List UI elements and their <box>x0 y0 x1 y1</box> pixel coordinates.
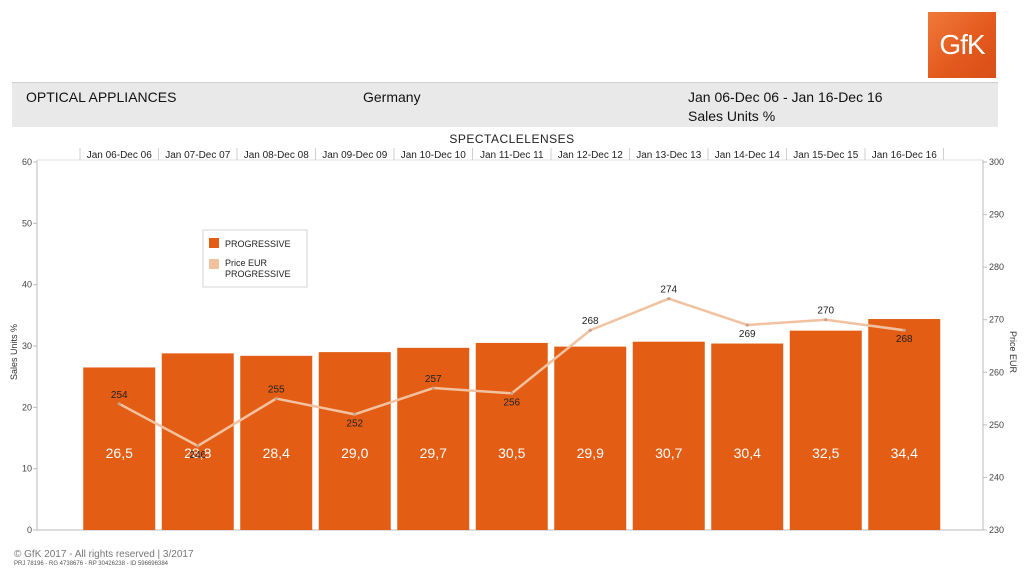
price-value-label: 256 <box>503 397 520 408</box>
y2-tick-label: 260 <box>989 367 1004 377</box>
price-value-label: 274 <box>660 285 677 296</box>
bar-value-label: 29,0 <box>341 445 368 461</box>
copyright: © GfK 2017 - All rights reserved | 3/201… <box>14 549 194 560</box>
price-point <box>510 391 514 395</box>
price-value-label: 246 <box>189 450 206 461</box>
y2-tick-label: 250 <box>989 420 1004 430</box>
bar <box>161 353 234 530</box>
bar-value-label: 32,5 <box>812 445 839 461</box>
price-point <box>196 444 200 448</box>
y2-tick-label: 240 <box>989 472 1004 482</box>
x-tick-label: Jan 08-Dec 08 <box>244 150 309 161</box>
price-point <box>745 323 749 327</box>
price-point <box>667 297 671 301</box>
bar-value-label: 34,4 <box>891 445 918 461</box>
bar <box>868 319 941 530</box>
legend-box <box>202 229 308 288</box>
report-header: OPTICAL APPLIANCES Germany Jan 06-Dec 06… <box>12 82 998 127</box>
chart-title: SPECTACLELENSES <box>449 132 574 146</box>
bar <box>554 346 627 530</box>
price-point <box>274 396 278 401</box>
period-label: Jan 06-Dec 06 - Jan 16-Dec 16 <box>688 89 883 105</box>
price-point <box>824 318 828 322</box>
x-tick-label: Jan 14-Dec 14 <box>715 150 780 161</box>
bar-value-label: 30,4 <box>734 445 761 461</box>
y-tick-label: 40 <box>22 280 32 290</box>
x-tick-label: Jan 07-Dec 07 <box>165 150 230 161</box>
x-tick-label: Jan 09-Dec 09 <box>322 150 387 161</box>
price-value-label: 268 <box>582 316 599 327</box>
x-tick-label: Jan 13-Dec 13 <box>636 150 701 161</box>
bar <box>240 355 313 530</box>
y-tick-label: 50 <box>22 218 32 228</box>
price-value-label: 255 <box>268 385 285 396</box>
y2-tick-label: 300 <box>989 157 1004 167</box>
legend-label-price: Price EUR PROGRESSIVE <box>225 258 291 279</box>
x-tick-label: Jan 16-Dec 16 <box>872 150 937 161</box>
bar-value-label: 30,7 <box>655 445 682 461</box>
price-value-label: 268 <box>896 334 913 345</box>
legend-swatch-progressive <box>209 238 219 248</box>
y2-tick-label: 230 <box>989 525 1004 535</box>
country-label: Germany <box>363 89 421 105</box>
bar <box>397 347 470 530</box>
y-tick-label: 0 <box>27 525 32 535</box>
x-tick-label: Jan 15-Dec 15 <box>793 150 858 161</box>
reference-codes: PRJ 78196 - RG 4738676 - RP 30426238 - I… <box>14 561 168 567</box>
category-label: OPTICAL APPLIANCES <box>26 89 177 105</box>
price-point <box>431 386 435 390</box>
price-point <box>117 402 121 406</box>
bar <box>475 342 548 530</box>
x-tick-label: Jan 06-Dec 06 <box>87 150 152 161</box>
x-tick-label: Jan 12-Dec 12 <box>558 150 623 161</box>
bar-value-label: 29,7 <box>420 445 447 461</box>
price-point <box>353 412 357 416</box>
bar <box>711 343 784 530</box>
legend-label-price-line2: PROGRESSIVE <box>225 269 291 279</box>
y-tick-label: 60 <box>22 157 32 167</box>
y-tick-label: 30 <box>22 341 32 351</box>
price-value-label: 269 <box>739 329 756 340</box>
legend-swatch-price <box>209 259 219 269</box>
x-tick-label: Jan 10-Dec 10 <box>401 150 466 161</box>
bar <box>318 352 391 530</box>
measure-label: Sales Units % <box>688 108 776 124</box>
price-value-label: 257 <box>425 374 442 385</box>
bar-value-label: 26,5 <box>106 445 133 461</box>
bar-value-label: 28,8 <box>184 445 211 461</box>
y2-tick-label: 290 <box>989 210 1004 220</box>
y-axis-label: Sales Units % <box>9 324 19 380</box>
y-tick-label: 10 <box>22 464 32 474</box>
price-point <box>588 328 592 332</box>
y2-tick-label: 280 <box>989 262 1004 272</box>
y-tick-label: 20 <box>22 402 32 412</box>
x-tick-label: Jan 11-Dec 11 <box>480 150 544 161</box>
bar <box>83 367 156 530</box>
legend-label-progressive: PROGRESSIVE <box>225 239 291 249</box>
bar-value-label: 30,5 <box>498 445 525 461</box>
gfk-logo: GfK <box>928 12 996 78</box>
bar-value-label: 29,9 <box>577 445 604 461</box>
price-point <box>902 328 906 332</box>
y2-tick-label: 270 <box>989 315 1004 325</box>
price-value-label: 252 <box>346 418 363 429</box>
bar-value-label: 28,4 <box>263 445 290 461</box>
price-value-label: 270 <box>817 306 834 317</box>
y2-axis-label: Price EUR <box>1008 331 1018 374</box>
bar <box>632 341 705 530</box>
price-value-label: 254 <box>111 390 128 401</box>
bar <box>789 330 862 530</box>
legend-label-price-line1: Price EUR <box>225 258 268 268</box>
legend: PROGRESSIVE Price EUR PROGRESSIVE <box>202 229 308 288</box>
